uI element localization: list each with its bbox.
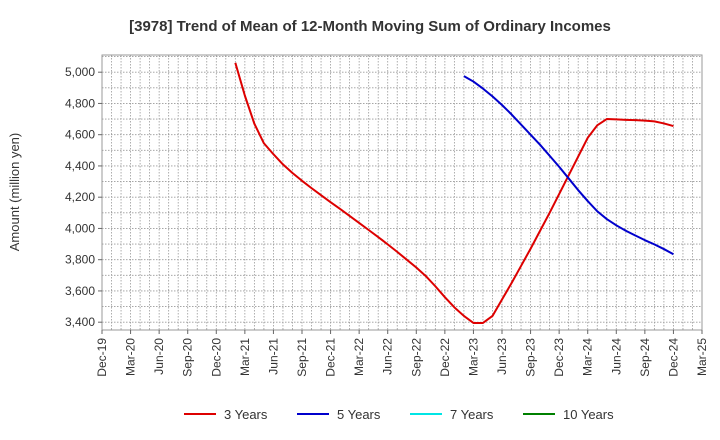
grid: [102, 55, 702, 330]
x-tick-label: Sep-22: [409, 338, 423, 377]
x-tick-label: Mar-22: [352, 338, 366, 376]
x-tick-label: Sep-21: [295, 338, 309, 377]
x-tick-label: Dec-22: [438, 338, 452, 377]
y-tick-label: 4,400: [65, 159, 95, 173]
x-axis: Dec-19 Mar-20 Jun-20 Sep-20 Dec-20 Mar-21 Jun-…: [95, 330, 709, 377]
x-tick-label: Mar-21: [238, 338, 252, 376]
x-tick-label: Mar-24: [581, 338, 595, 376]
y-tick-label: 3,600: [65, 284, 95, 298]
x-tick-label: Dec-19: [95, 338, 109, 377]
x-tick-label: Jun-23: [495, 338, 509, 375]
series-layer: [234, 62, 674, 324]
series-line-0: [234, 62, 674, 324]
y-tick-label: 4,600: [65, 128, 95, 142]
y-tick-label: 4,800: [65, 96, 95, 110]
y-axis: 3,400 3,600 3,800 4,000 4,200 4,400 4,600 4,800…: [65, 65, 102, 329]
y-tick-label: 4,200: [65, 190, 95, 204]
y-axis-label: Amount (million yen): [7, 133, 22, 252]
legend-label-3: 10 Years: [563, 407, 614, 422]
x-tick-label: Mar-25: [695, 338, 709, 376]
y-tick-label: 5,000: [65, 65, 95, 79]
series-line-1: [463, 75, 674, 256]
x-tick-label: Mar-20: [124, 338, 138, 376]
plot-area: [101, 54, 703, 331]
x-tick-label: Dec-24: [666, 338, 680, 377]
x-tick-label: Jun-22: [381, 338, 395, 375]
x-tick-label: Sep-20: [181, 338, 195, 377]
legend-label-0: 3 Years: [224, 407, 268, 422]
x-tick-label: Mar-23: [466, 338, 480, 376]
chart-title: [3978] Trend of Mean of 12-Month Moving …: [129, 18, 611, 35]
x-tick-label: Jun-21: [266, 338, 280, 375]
legend: 3 Years 5 Years 7 Years 10 Years: [184, 407, 614, 422]
y-tick-label: 4,000: [65, 221, 95, 235]
x-tick-label: Sep-23: [524, 338, 538, 377]
x-tick-label: Dec-20: [209, 338, 223, 377]
x-tick-label: Sep-24: [638, 338, 652, 377]
x-tick-label: Jun-20: [152, 338, 166, 375]
legend-label-2: 7 Years: [450, 407, 494, 422]
x-tick-label: Jun-24: [609, 338, 623, 375]
y-tick-label: 3,800: [65, 253, 95, 267]
y-tick-label: 3,400: [65, 315, 95, 329]
x-tick-label: Dec-23: [552, 338, 566, 377]
legend-label-1: 5 Years: [337, 407, 381, 422]
x-tick-label: Dec-21: [324, 338, 338, 377]
